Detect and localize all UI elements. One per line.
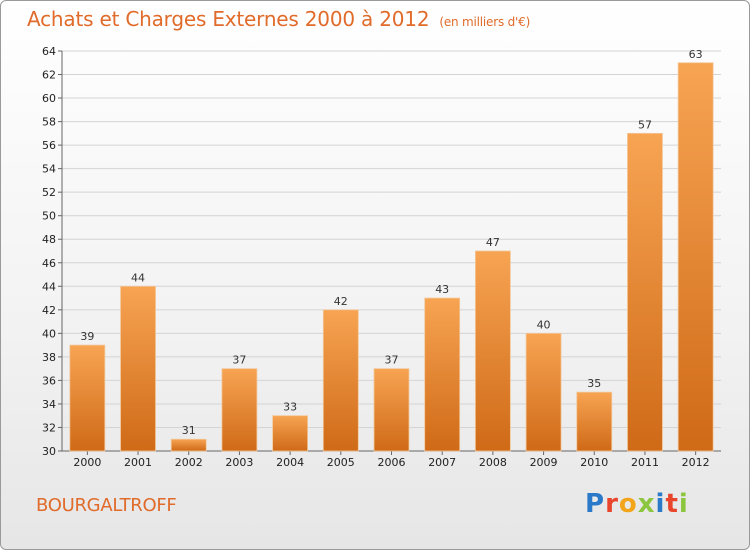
brand-logo: Proxiti	[585, 489, 689, 519]
x-tick-label: 2008	[479, 456, 507, 469]
bar	[373, 368, 410, 452]
bar	[221, 368, 258, 452]
y-tick-label: 44	[42, 280, 56, 293]
x-tick-label: 2005	[327, 456, 355, 469]
data-label: 31	[182, 424, 196, 437]
labels: 30 32 34 36 38 40 42 44 46 48 50 52 54 56 58 60 62 64 39 20…	[42, 45, 710, 469]
brand-letter: x	[637, 489, 656, 519]
y-tick-label: 42	[42, 304, 56, 317]
x-tick-label: 2006	[378, 456, 406, 469]
brand-letter: o	[618, 489, 638, 519]
y-tick-label: 38	[42, 351, 56, 364]
bar	[120, 285, 156, 452]
y-tick-label: 34	[42, 398, 56, 411]
bar	[474, 250, 511, 452]
chart-unit: (en milliers d'€)	[439, 15, 531, 29]
data-label: 40	[537, 318, 551, 331]
x-tick-label: 2004	[276, 456, 304, 469]
y-tick-label: 30	[42, 445, 56, 458]
bar	[576, 391, 613, 452]
x-tick-label: 2009	[530, 456, 558, 469]
commune-name: BOURGALTROFF	[36, 495, 177, 516]
data-label: 47	[486, 236, 500, 249]
bar	[627, 132, 663, 452]
bars	[69, 62, 714, 452]
data-label: 33	[283, 401, 297, 414]
data-label: 35	[587, 377, 601, 390]
bar	[525, 332, 562, 452]
brand-letter: t	[665, 489, 679, 519]
brand-letter: r	[605, 489, 619, 519]
brand-letter: i	[678, 489, 689, 519]
y-tick-label: 54	[42, 163, 56, 176]
data-label: 63	[689, 48, 703, 61]
x-tick-label: 2001	[124, 456, 152, 469]
chart-title: Achats et Charges Externes 2000 à 2012 (e…	[27, 7, 530, 31]
y-tick-label: 50	[42, 210, 56, 223]
x-tick-label: 2007	[428, 456, 456, 469]
bar	[322, 309, 359, 452]
bar	[272, 415, 309, 452]
x-tick-label: 2010	[580, 456, 608, 469]
x-tick-label: 2003	[225, 456, 253, 469]
y-tick-label: 52	[42, 186, 56, 199]
y-tick-label: 58	[42, 116, 56, 129]
x-tick-label: 2000	[73, 456, 101, 469]
brand-letter: P	[585, 489, 606, 519]
chart-title-text: Achats et Charges Externes 2000 à 2012	[27, 7, 430, 31]
data-label: 42	[334, 295, 348, 308]
x-tick-label: 2011	[631, 456, 659, 469]
bar	[69, 344, 106, 452]
bar	[424, 297, 461, 452]
y-tick-label: 62	[42, 69, 56, 82]
data-label: 43	[435, 283, 449, 296]
data-label: 44	[131, 271, 145, 284]
x-tick-label: 2012	[682, 456, 710, 469]
bar	[677, 62, 714, 452]
bar	[170, 438, 207, 452]
y-tick-label: 46	[42, 257, 56, 270]
x-tick-label: 2002	[175, 456, 203, 469]
data-label: 39	[80, 330, 94, 343]
y-tick-label: 32	[42, 421, 56, 434]
y-tick-label: 40	[42, 327, 56, 340]
brand-letter: i	[655, 489, 666, 519]
data-label: 37	[385, 354, 399, 367]
y-tick-label: 48	[42, 233, 56, 246]
y-tick-label: 56	[42, 139, 56, 152]
y-tick-label: 36	[42, 374, 56, 387]
data-label: 57	[638, 118, 652, 131]
y-tick-label: 60	[42, 92, 56, 105]
data-label: 37	[232, 354, 246, 367]
y-tick-label: 64	[42, 45, 56, 58]
